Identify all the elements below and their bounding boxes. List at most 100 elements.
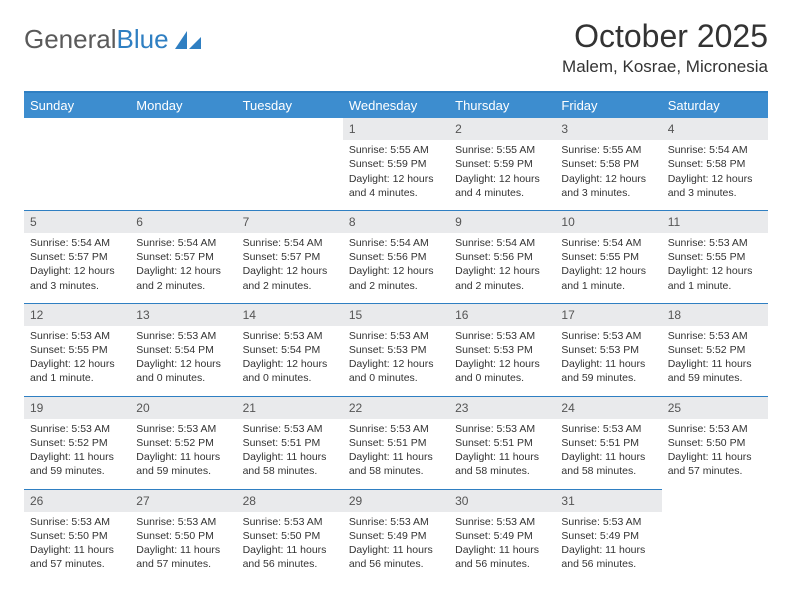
day-number: 24 bbox=[555, 396, 661, 419]
sunrise-line: Sunrise: 5:53 AM bbox=[136, 515, 230, 529]
daylight-line: Daylight: 12 hours and 0 minutes. bbox=[349, 357, 443, 385]
day-number: 12 bbox=[24, 303, 130, 326]
sunset-line: Sunset: 5:51 PM bbox=[349, 436, 443, 450]
sunset-line: Sunset: 5:50 PM bbox=[30, 529, 124, 543]
day-body: Sunrise: 5:53 AMSunset: 5:51 PMDaylight:… bbox=[555, 419, 661, 489]
sunrise-line: Sunrise: 5:54 AM bbox=[136, 236, 230, 250]
brand-logo: GeneralBlue bbox=[24, 18, 203, 55]
day-body: Sunrise: 5:54 AMSunset: 5:56 PMDaylight:… bbox=[449, 233, 555, 303]
calendar-head: SundayMondayTuesdayWednesdayThursdayFrid… bbox=[24, 92, 768, 118]
day-body: Sunrise: 5:53 AMSunset: 5:51 PMDaylight:… bbox=[449, 419, 555, 489]
sunrise-line: Sunrise: 5:53 AM bbox=[136, 329, 230, 343]
daylight-line: Daylight: 12 hours and 1 minute. bbox=[668, 264, 762, 292]
sunrise-line: Sunrise: 5:53 AM bbox=[668, 422, 762, 436]
day-body: Sunrise: 5:54 AMSunset: 5:57 PMDaylight:… bbox=[24, 233, 130, 303]
sunset-line: Sunset: 5:53 PM bbox=[561, 343, 655, 357]
sunset-line: Sunset: 5:52 PM bbox=[136, 436, 230, 450]
calendar-cell: 18Sunrise: 5:53 AMSunset: 5:52 PMDayligh… bbox=[662, 303, 768, 396]
day-number: 18 bbox=[662, 303, 768, 326]
calendar-cell: 28Sunrise: 5:53 AMSunset: 5:50 PMDayligh… bbox=[237, 489, 343, 582]
weekday-row: SundayMondayTuesdayWednesdayThursdayFrid… bbox=[24, 92, 768, 118]
sunrise-line: Sunrise: 5:53 AM bbox=[30, 329, 124, 343]
day-number: 2 bbox=[449, 118, 555, 140]
day-body: Sunrise: 5:53 AMSunset: 5:53 PMDaylight:… bbox=[343, 326, 449, 396]
day-number: 4 bbox=[662, 118, 768, 140]
calendar-cell: 5Sunrise: 5:54 AMSunset: 5:57 PMDaylight… bbox=[24, 210, 130, 303]
sunset-line: Sunset: 5:51 PM bbox=[243, 436, 337, 450]
day-number: 21 bbox=[237, 396, 343, 419]
daylight-line: Daylight: 12 hours and 0 minutes. bbox=[455, 357, 549, 385]
sunset-line: Sunset: 5:49 PM bbox=[561, 529, 655, 543]
daylight-line: Daylight: 12 hours and 2 minutes. bbox=[349, 264, 443, 292]
sunrise-line: Sunrise: 5:54 AM bbox=[455, 236, 549, 250]
day-number: 13 bbox=[130, 303, 236, 326]
day-body: Sunrise: 5:54 AMSunset: 5:58 PMDaylight:… bbox=[662, 140, 768, 210]
daylight-line: Daylight: 12 hours and 0 minutes. bbox=[136, 357, 230, 385]
brand-word1: General bbox=[24, 24, 117, 55]
day-number: 5 bbox=[24, 210, 130, 233]
day-number: 28 bbox=[237, 489, 343, 512]
day-body: Sunrise: 5:53 AMSunset: 5:52 PMDaylight:… bbox=[24, 419, 130, 489]
calendar-cell: 1Sunrise: 5:55 AMSunset: 5:59 PMDaylight… bbox=[343, 118, 449, 210]
calendar-cell: 23Sunrise: 5:53 AMSunset: 5:51 PMDayligh… bbox=[449, 396, 555, 489]
calendar-cell: 31Sunrise: 5:53 AMSunset: 5:49 PMDayligh… bbox=[555, 489, 661, 582]
calendar-cell: . bbox=[662, 489, 768, 582]
sunset-line: Sunset: 5:59 PM bbox=[349, 157, 443, 171]
day-number: 30 bbox=[449, 489, 555, 512]
location-label: Malem, Kosrae, Micronesia bbox=[562, 57, 768, 77]
daylight-line: Daylight: 12 hours and 4 minutes. bbox=[349, 172, 443, 200]
day-number: 7 bbox=[237, 210, 343, 233]
calendar-cell: 27Sunrise: 5:53 AMSunset: 5:50 PMDayligh… bbox=[130, 489, 236, 582]
day-body: Sunrise: 5:53 AMSunset: 5:52 PMDaylight:… bbox=[662, 326, 768, 396]
day-body: Sunrise: 5:53 AMSunset: 5:49 PMDaylight:… bbox=[555, 512, 661, 582]
sunrise-line: Sunrise: 5:53 AM bbox=[349, 329, 443, 343]
calendar-row: 19Sunrise: 5:53 AMSunset: 5:52 PMDayligh… bbox=[24, 396, 768, 489]
calendar-cell: 9Sunrise: 5:54 AMSunset: 5:56 PMDaylight… bbox=[449, 210, 555, 303]
calendar-cell: 4Sunrise: 5:54 AMSunset: 5:58 PMDaylight… bbox=[662, 118, 768, 210]
sunrise-line: Sunrise: 5:55 AM bbox=[561, 143, 655, 157]
calendar-cell: 24Sunrise: 5:53 AMSunset: 5:51 PMDayligh… bbox=[555, 396, 661, 489]
day-number: 22 bbox=[343, 396, 449, 419]
day-body: Sunrise: 5:53 AMSunset: 5:53 PMDaylight:… bbox=[555, 326, 661, 396]
day-number: 31 bbox=[555, 489, 661, 512]
daylight-line: Daylight: 11 hours and 57 minutes. bbox=[668, 450, 762, 478]
sunrise-line: Sunrise: 5:55 AM bbox=[349, 143, 443, 157]
sunset-line: Sunset: 5:51 PM bbox=[561, 436, 655, 450]
calendar-cell: . bbox=[237, 118, 343, 210]
weekday-col-6: Saturday bbox=[662, 92, 768, 118]
day-body: Sunrise: 5:54 AMSunset: 5:56 PMDaylight:… bbox=[343, 233, 449, 303]
calendar-row: 12Sunrise: 5:53 AMSunset: 5:55 PMDayligh… bbox=[24, 303, 768, 396]
daylight-line: Daylight: 11 hours and 57 minutes. bbox=[136, 543, 230, 571]
daylight-line: Daylight: 11 hours and 57 minutes. bbox=[30, 543, 124, 571]
calendar-cell: 21Sunrise: 5:53 AMSunset: 5:51 PMDayligh… bbox=[237, 396, 343, 489]
calendar-body: ...1Sunrise: 5:55 AMSunset: 5:59 PMDayli… bbox=[24, 118, 768, 581]
sunrise-line: Sunrise: 5:53 AM bbox=[561, 515, 655, 529]
calendar-cell: 17Sunrise: 5:53 AMSunset: 5:53 PMDayligh… bbox=[555, 303, 661, 396]
day-number: 6 bbox=[130, 210, 236, 233]
sunrise-line: Sunrise: 5:53 AM bbox=[243, 515, 337, 529]
calendar-row: 26Sunrise: 5:53 AMSunset: 5:50 PMDayligh… bbox=[24, 489, 768, 582]
daylight-line: Daylight: 11 hours and 56 minutes. bbox=[243, 543, 337, 571]
day-number: 3 bbox=[555, 118, 661, 140]
calendar-cell: 3Sunrise: 5:55 AMSunset: 5:58 PMDaylight… bbox=[555, 118, 661, 210]
daylight-line: Daylight: 11 hours and 58 minutes. bbox=[349, 450, 443, 478]
sunrise-line: Sunrise: 5:53 AM bbox=[243, 422, 337, 436]
day-number: 25 bbox=[662, 396, 768, 419]
sunset-line: Sunset: 5:53 PM bbox=[455, 343, 549, 357]
calendar-cell: 13Sunrise: 5:53 AMSunset: 5:54 PMDayligh… bbox=[130, 303, 236, 396]
sunset-line: Sunset: 5:55 PM bbox=[561, 250, 655, 264]
day-body: Sunrise: 5:53 AMSunset: 5:50 PMDaylight:… bbox=[24, 512, 130, 582]
daylight-line: Daylight: 12 hours and 3 minutes. bbox=[668, 172, 762, 200]
sunrise-line: Sunrise: 5:54 AM bbox=[668, 143, 762, 157]
calendar-cell: 16Sunrise: 5:53 AMSunset: 5:53 PMDayligh… bbox=[449, 303, 555, 396]
day-number: 17 bbox=[555, 303, 661, 326]
calendar-table: SundayMondayTuesdayWednesdayThursdayFrid… bbox=[24, 91, 768, 581]
daylight-line: Daylight: 11 hours and 58 minutes. bbox=[561, 450, 655, 478]
sunset-line: Sunset: 5:51 PM bbox=[455, 436, 549, 450]
sunrise-line: Sunrise: 5:53 AM bbox=[455, 329, 549, 343]
calendar-cell: 30Sunrise: 5:53 AMSunset: 5:49 PMDayligh… bbox=[449, 489, 555, 582]
calendar-cell: 15Sunrise: 5:53 AMSunset: 5:53 PMDayligh… bbox=[343, 303, 449, 396]
calendar-cell: 14Sunrise: 5:53 AMSunset: 5:54 PMDayligh… bbox=[237, 303, 343, 396]
sunset-line: Sunset: 5:57 PM bbox=[243, 250, 337, 264]
sunset-line: Sunset: 5:55 PM bbox=[668, 250, 762, 264]
